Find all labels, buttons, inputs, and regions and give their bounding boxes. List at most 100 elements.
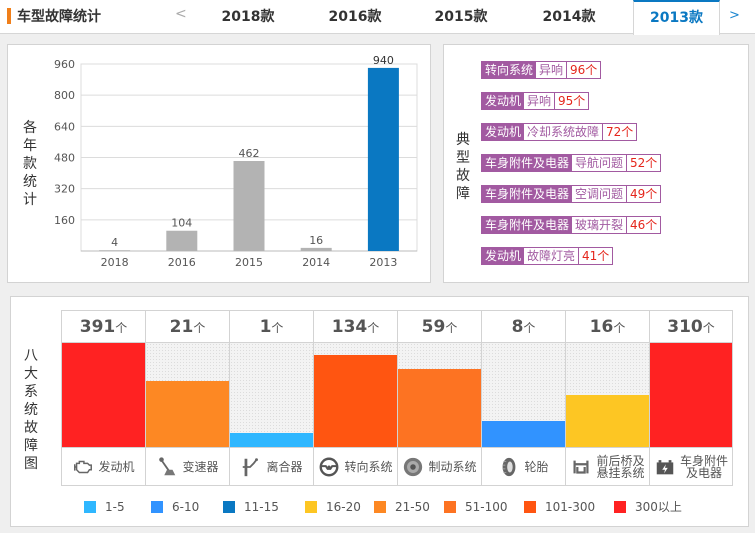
count-unit: 个 — [613, 321, 626, 335]
fault-tag[interactable]: 车身附件及电器 导航问题 52个 — [481, 154, 662, 172]
count-unit: 个 — [523, 321, 536, 335]
eight-systems-panel: 八大系统故障图 391个 发动机 21个 变速器 1个 离合器 134个 转向系统 59个 制动系… — [10, 296, 749, 527]
bar-background — [566, 343, 649, 447]
engine-icon — [74, 460, 93, 473]
tab-2016[interactable]: 2016款 — [328, 9, 382, 25]
system-name: 制动系统 — [428, 461, 476, 473]
count-unit: 个 — [702, 321, 715, 335]
legend-label: 51-100 — [465, 499, 508, 514]
x-tick-label: 2014 — [302, 256, 330, 269]
tab-2014[interactable]: 2014款 — [542, 9, 596, 25]
fault-tag[interactable]: 发动机 异响 95个 — [481, 92, 590, 110]
bar-2014[interactable] — [300, 247, 332, 251]
legend-swatch — [223, 500, 235, 513]
year-chart-ylabel: 各年款统计 — [22, 119, 38, 209]
system-name: 轮胎 — [524, 461, 548, 473]
x-tick-label: 2013 — [369, 256, 397, 269]
bar-background — [650, 343, 732, 447]
system-column[interactable]: 16个 前后桥及 悬挂系统 — [565, 310, 649, 486]
bar-background — [230, 343, 313, 447]
fault-issue: 故障灯亮 — [524, 248, 580, 264]
count-unit: 个 — [271, 321, 284, 335]
eight-systems-label-char: 障 — [24, 438, 38, 454]
system-name-line: 制动系统 — [428, 459, 477, 474]
bar-2018[interactable] — [99, 250, 131, 251]
legend-swatch — [84, 500, 96, 513]
prev-arrow-button[interactable]: < — [175, 6, 187, 22]
system-column[interactable]: 391个 发动机 — [61, 310, 145, 486]
system-name-line: 及电器 — [685, 465, 722, 480]
legend-label: 21-50 — [395, 499, 430, 514]
system-column[interactable]: 134个 转向系统 — [313, 310, 397, 486]
eight-systems-label-char: 系 — [24, 384, 38, 400]
bar-2015[interactable] — [233, 161, 265, 251]
system-column[interactable]: 1个 离合器 — [229, 310, 313, 486]
system-name: 离合器 — [266, 461, 302, 473]
legend-swatch — [305, 500, 317, 513]
tab-2013[interactable]: 2013款 — [633, 0, 720, 35]
bar-background — [482, 343, 565, 447]
system-column[interactable]: 59个 制动系统 — [397, 310, 481, 486]
data-label-2018: 4 — [111, 236, 118, 249]
system-bar — [146, 381, 229, 447]
system-count: 310个 — [650, 310, 732, 343]
system-name: 车身附件 及电器 — [680, 455, 728, 479]
y-tick-label: 480 — [54, 152, 75, 165]
legend-item: 16-20 — [305, 498, 374, 515]
bar-background — [146, 343, 229, 447]
tab-2018[interactable]: 2018款 — [221, 9, 275, 25]
fault-tag[interactable]: 转向系统 异响 96个 — [481, 61, 602, 79]
eight-systems-label-char: 图 — [24, 456, 38, 472]
count-value: 310 — [667, 317, 703, 337]
legend-item: 1-5 — [84, 498, 151, 515]
system-name: 发动机 — [98, 461, 134, 473]
engine-icon — [72, 456, 94, 478]
bar-background — [398, 343, 481, 447]
system-name-line: 轮胎 — [524, 459, 549, 474]
typical-faults-label-char: 典 — [456, 132, 470, 148]
eight-systems-label: 八大系统故障图 — [23, 347, 39, 473]
fault-issue: 异响 — [524, 93, 556, 109]
fault-tag[interactable]: 发动机 故障灯亮 41个 — [481, 247, 614, 265]
fault-issue: 空调问题 — [572, 186, 628, 202]
fault-tag[interactable]: 发动机 冷却系统故障 72个 — [481, 123, 638, 141]
fault-count: 49个 — [627, 186, 661, 202]
system-label-cell: 发动机 — [62, 447, 145, 486]
typical-faults-label-char: 障 — [456, 186, 470, 202]
system-label-cell: 制动系统 — [398, 447, 481, 486]
legend-swatch — [614, 500, 626, 513]
fault-count: 41个 — [579, 248, 613, 264]
bar-2016[interactable] — [166, 230, 198, 251]
tire-icon — [503, 457, 516, 476]
system-column[interactable]: 21个 变速器 — [145, 310, 229, 486]
system-column[interactable]: 8个 轮胎 — [481, 310, 565, 486]
fault-system: 车身附件及电器 — [482, 155, 573, 171]
tab-2015[interactable]: 2015款 — [434, 9, 488, 25]
fault-tag[interactable]: 车身附件及电器 玻璃开裂 46个 — [481, 216, 662, 234]
next-arrow-button[interactable]: > — [729, 8, 740, 23]
eight-systems-label-char: 八 — [24, 348, 38, 364]
system-label-cell: 转向系统 — [314, 447, 397, 486]
brake-disc-icon — [402, 456, 424, 478]
data-label-2015: 462 — [239, 147, 260, 160]
system-count: 16个 — [566, 310, 649, 343]
fault-issue: 冷却系统故障 — [524, 124, 604, 140]
system-column[interactable]: 310个车身附件 及电器 — [649, 310, 733, 486]
count-value: 59 — [421, 317, 446, 337]
eight-systems-label-char: 故 — [24, 420, 38, 436]
system-name-line: 前后桥及 — [596, 453, 645, 468]
legend-swatch — [444, 500, 456, 513]
x-tick-label: 2016 — [168, 256, 196, 269]
fault-count: 46个 — [627, 217, 661, 233]
gear-shifter-icon — [156, 456, 178, 478]
y-tick-label: 640 — [54, 120, 75, 133]
count-unit: 个 — [115, 321, 128, 335]
system-count: 21个 — [146, 310, 229, 343]
count-value: 21 — [169, 317, 194, 337]
year-chart-ylabel-char: 统 — [23, 174, 37, 190]
fault-tag[interactable]: 车身附件及电器 空调问题 49个 — [481, 185, 662, 203]
fault-system: 转向系统 — [482, 62, 537, 78]
fault-count: 52个 — [627, 155, 661, 171]
bar-2013[interactable] — [367, 67, 399, 251]
color-legend: 1-5 6-10 11-15 16-20 21-50 51-100 101-300 300以上 — [84, 498, 684, 515]
